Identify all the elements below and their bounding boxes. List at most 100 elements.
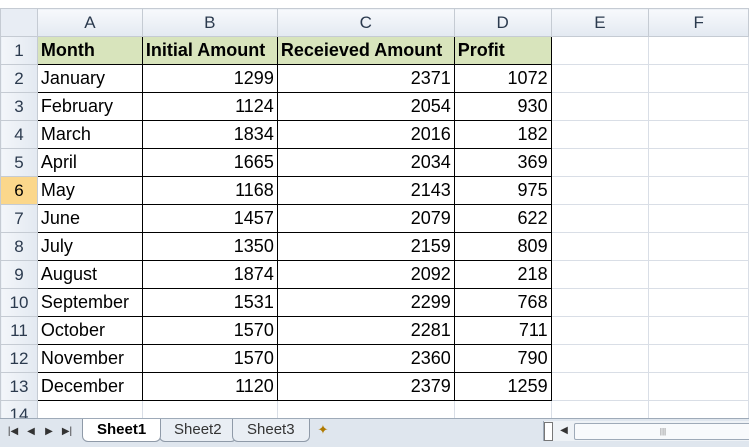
row-header[interactable]: 6 (0, 176, 38, 205)
empty-cell[interactable] (648, 176, 749, 205)
empty-cell[interactable] (550, 344, 650, 373)
month-cell[interactable]: April (36, 148, 143, 177)
column-header-e[interactable]: E (550, 8, 650, 37)
initial-amount-cell[interactable]: 1168 (141, 176, 278, 205)
profit-cell[interactable]: 809 (453, 232, 552, 261)
next-sheet-icon[interactable]: ▶ (45, 426, 53, 437)
empty-cell[interactable] (550, 372, 650, 401)
received-amount-cell[interactable]: 2281 (276, 316, 455, 345)
profit-cell[interactable]: 182 (453, 120, 552, 149)
initial-amount-cell[interactable]: 1120 (141, 372, 278, 401)
initial-amount-cell[interactable]: 1124 (141, 92, 278, 121)
month-cell[interactable]: March (36, 120, 143, 149)
received-amount-cell[interactable]: 2054 (276, 92, 455, 121)
initial-amount-cell[interactable]: 1570 (141, 316, 278, 345)
initial-amount-cell[interactable]: 1299 (141, 64, 278, 93)
row-header[interactable]: 1 (0, 36, 38, 65)
empty-cell[interactable] (550, 232, 650, 261)
insert-worksheet-icon[interactable]: ✦ (317, 422, 329, 437)
initial-amount-cell[interactable]: 1834 (141, 120, 278, 149)
empty-cell[interactable] (550, 64, 650, 93)
row-header[interactable]: 5 (0, 148, 38, 177)
profit-cell[interactable]: 369 (453, 148, 552, 177)
column-header-d[interactable]: D (453, 8, 552, 37)
first-sheet-icon[interactable]: |◀ (7, 426, 19, 437)
empty-cell[interactable] (648, 204, 749, 233)
initial-amount-cell[interactable]: 1531 (141, 288, 278, 317)
empty-cell[interactable] (550, 120, 650, 149)
initial-amount-cell[interactable]: 1570 (141, 344, 278, 373)
received-amount-cell[interactable]: 2379 (276, 372, 455, 401)
profit-cell[interactable]: 218 (453, 260, 552, 289)
profit-cell[interactable]: 622 (453, 204, 552, 233)
empty-cell[interactable] (648, 344, 749, 373)
row-header[interactable]: 9 (0, 260, 38, 289)
empty-cell[interactable] (648, 64, 749, 93)
empty-cell[interactable] (648, 120, 749, 149)
month-cell[interactable]: September (36, 288, 143, 317)
row-header[interactable]: 3 (0, 92, 38, 121)
empty-cell[interactable] (550, 176, 650, 205)
row-header[interactable]: 11 (0, 316, 38, 345)
month-cell[interactable]: February (36, 92, 143, 121)
row-header[interactable]: 10 (0, 288, 38, 317)
profit-cell[interactable]: 1072 (453, 64, 552, 93)
column-header-a[interactable]: A (36, 8, 143, 37)
row-header[interactable]: 7 (0, 204, 38, 233)
profit-cell[interactable]: 711 (453, 316, 552, 345)
month-cell[interactable]: May (36, 176, 143, 205)
profit-cell[interactable]: 768 (453, 288, 552, 317)
profit-cell[interactable]: 930 (453, 92, 552, 121)
header-cell[interactable]: Profit (453, 36, 552, 65)
row-header[interactable]: 2 (0, 64, 38, 93)
profit-cell[interactable]: 790 (453, 344, 552, 373)
header-cell[interactable]: Month (36, 36, 143, 65)
empty-cell[interactable] (648, 148, 749, 177)
column-header-c[interactable]: C (276, 8, 455, 37)
empty-cell[interactable] (648, 316, 749, 345)
scroll-left-icon[interactable]: ◀ (560, 425, 568, 436)
received-amount-cell[interactable]: 2143 (276, 176, 455, 205)
month-cell[interactable]: October (36, 316, 143, 345)
empty-cell[interactable] (550, 316, 650, 345)
profit-cell[interactable]: 975 (453, 176, 552, 205)
received-amount-cell[interactable]: 2092 (276, 260, 455, 289)
month-cell[interactable]: July (36, 232, 143, 261)
row-header[interactable]: 8 (0, 232, 38, 261)
empty-cell[interactable] (550, 288, 650, 317)
row-header[interactable]: 12 (0, 344, 38, 373)
empty-cell[interactable] (550, 148, 650, 177)
empty-cell[interactable] (550, 260, 650, 289)
received-amount-cell[interactable]: 2034 (276, 148, 455, 177)
month-cell[interactable]: December (36, 372, 143, 401)
empty-cell[interactable] (648, 36, 749, 65)
received-amount-cell[interactable]: 2299 (276, 288, 455, 317)
row-header[interactable]: 13 (0, 372, 38, 401)
column-header-f[interactable]: F (648, 8, 749, 37)
received-amount-cell[interactable]: 2016 (276, 120, 455, 149)
empty-cell[interactable] (648, 260, 749, 289)
initial-amount-cell[interactable]: 1874 (141, 260, 278, 289)
scroll-thumb[interactable]: ||| (574, 423, 749, 440)
empty-cell[interactable] (550, 92, 650, 121)
initial-amount-cell[interactable]: 1665 (141, 148, 278, 177)
initial-amount-cell[interactable]: 1457 (141, 204, 278, 233)
tab-sheet1[interactable]: Sheet1 (82, 419, 162, 442)
column-header-b[interactable]: B (141, 8, 278, 37)
month-cell[interactable]: January (36, 64, 143, 93)
received-amount-cell[interactable]: 2159 (276, 232, 455, 261)
empty-cell[interactable] (648, 92, 749, 121)
month-cell[interactable]: November (36, 344, 143, 373)
empty-cell[interactable] (550, 36, 650, 65)
received-amount-cell[interactable]: 2371 (276, 64, 455, 93)
prev-sheet-icon[interactable]: ◀ (27, 426, 35, 437)
header-cell[interactable]: Initial Amount (141, 36, 278, 65)
empty-cell[interactable] (550, 204, 650, 233)
month-cell[interactable]: June (36, 204, 143, 233)
tab-sheet3[interactable]: Sheet3 (232, 419, 310, 442)
last-sheet-icon[interactable]: ▶| (61, 426, 73, 437)
profit-cell[interactable]: 1259 (453, 372, 552, 401)
empty-cell[interactable] (648, 372, 749, 401)
empty-cell[interactable] (648, 232, 749, 261)
tab-sheet2[interactable]: Sheet2 (159, 419, 237, 442)
